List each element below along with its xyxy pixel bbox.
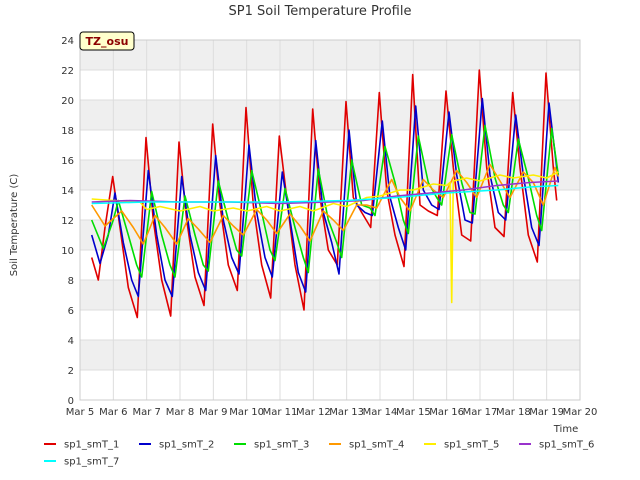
background-band — [80, 280, 580, 310]
station-tag: TZ_osu — [79, 31, 135, 51]
legend-label: sp1_smT_6 — [539, 440, 594, 451]
legend-label: sp1_smT_2 — [159, 440, 214, 451]
legend-label: sp1_smT_5 — [444, 440, 499, 451]
plot-background-bands — [80, 40, 580, 400]
station-tag-text: TZ_osu — [86, 35, 129, 48]
x-tick-label: Mar 7 — [132, 407, 160, 418]
y-tick-label: 12 — [61, 216, 74, 227]
series-lines — [90, 69, 560, 319]
x-tick-label: Mar 12 — [296, 407, 331, 418]
legend-label: sp1_smT_3 — [254, 440, 309, 451]
y-tick-label: 14 — [61, 186, 74, 197]
x-tick-label: Mar 5 — [66, 407, 94, 418]
x-axis-label: Time — [553, 424, 578, 435]
x-tick-label: Mar 13 — [329, 407, 364, 418]
y-tick-label: 0 — [68, 396, 74, 407]
x-tick-label: Mar 19 — [529, 407, 564, 418]
x-tick-label: Mar 15 — [396, 407, 431, 418]
x-tick-label: Mar 20 — [563, 407, 598, 418]
y-tick-label: 18 — [61, 126, 74, 137]
x-tick-label: Mar 14 — [363, 407, 398, 418]
x-tick-label: Mar 9 — [199, 407, 227, 418]
x-tick-label: Mar 10 — [229, 407, 264, 418]
x-tick-label: Mar 17 — [463, 407, 498, 418]
background-band — [80, 130, 580, 160]
plot-frame — [79, 39, 581, 401]
series-line-sp1_smT_2 — [90, 97, 560, 298]
y-tick-label: 2 — [68, 366, 74, 377]
x-tick-label: Mar 11 — [263, 407, 298, 418]
series-line-sp1_smT_3 — [90, 124, 560, 278]
legend-label: sp1_smT_1 — [64, 440, 119, 451]
y-tick-label: 16 — [61, 156, 74, 167]
y-tick-label: 8 — [68, 276, 74, 287]
x-tick-label: Mar 8 — [166, 407, 194, 418]
series-line-sp1_smT_1 — [90, 69, 558, 319]
background-band — [80, 370, 580, 400]
background-band — [80, 70, 580, 100]
x-tick-label: Mar 6 — [99, 407, 127, 418]
x-tick-label: Mar 18 — [496, 407, 531, 418]
y-tick-label: 10 — [61, 246, 74, 257]
background-band — [80, 310, 580, 340]
y-tick-label: 20 — [61, 96, 74, 107]
y-tick-label: 6 — [68, 306, 74, 317]
series-line-sp1_smT_4 — [91, 163, 560, 245]
series-line-sp1_smT_7 — [91, 184, 559, 205]
background-band — [80, 40, 580, 70]
legend: sp1_smT_1 sp1_smT_2 sp1_smT_3 sp1_smT_4 sp1_… — [44, 440, 594, 468]
series-line-sp1_smT_5 — [91, 171, 559, 304]
station-tag-box — [79, 31, 135, 51]
x-tick-label: Mar 16 — [429, 407, 464, 418]
legend-label: sp1_smT_7 — [64, 457, 119, 468]
y-tick-label: 22 — [61, 66, 74, 77]
background-band — [80, 100, 580, 130]
y-tick-label: 24 — [61, 36, 74, 47]
y-tick-label: 4 — [68, 336, 74, 347]
background-band — [80, 340, 580, 370]
y-axis-label: Soil Temperature (C) — [9, 174, 20, 277]
legend-label: sp1_smT_4 — [349, 440, 404, 451]
chart-title: SP1 Soil Temperature Profile — [229, 4, 412, 19]
background-band — [80, 250, 580, 280]
